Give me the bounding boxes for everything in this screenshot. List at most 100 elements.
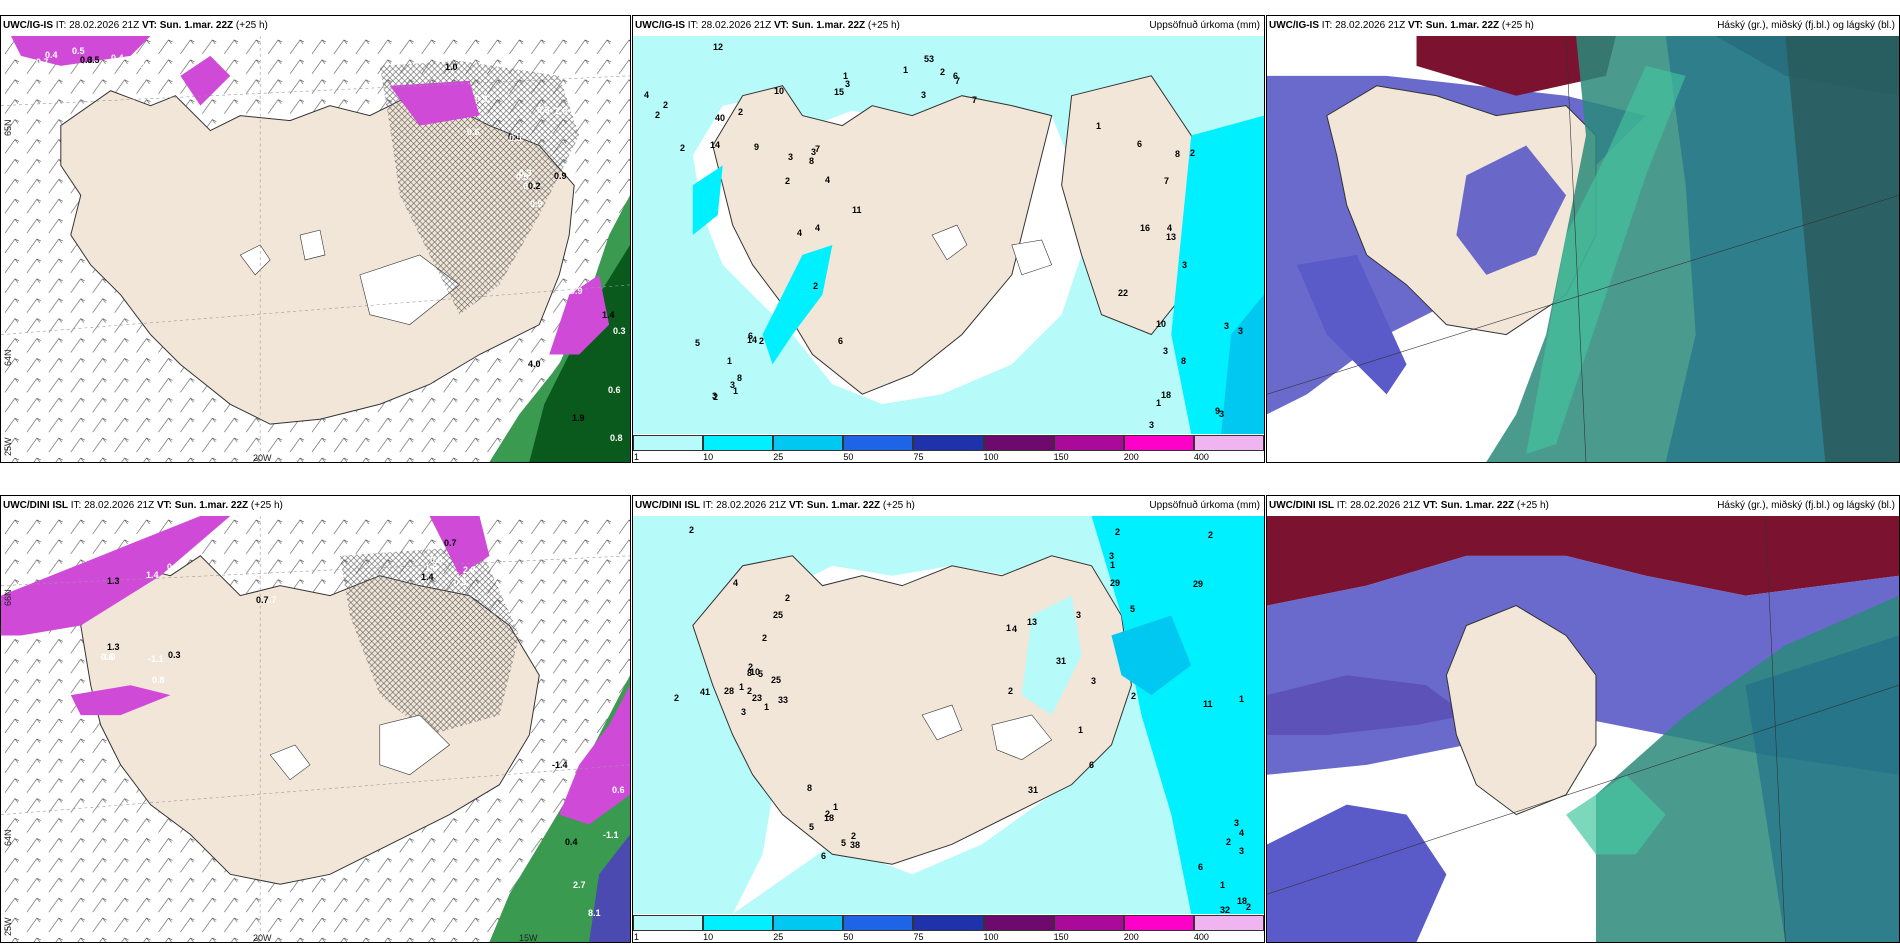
panel-header: UWC/DINI ISL IT: 28.02.2026 21Z VT: Sun.… bbox=[1, 496, 630, 516]
precip-value-label: 1 bbox=[903, 65, 909, 75]
precip-value-label: 4 bbox=[644, 90, 650, 100]
precip-value-label: 1 bbox=[1006, 623, 1012, 633]
precip-value-label: 25 bbox=[771, 675, 782, 685]
precip-value-label: 16 bbox=[1140, 223, 1151, 233]
precip-map: 4 6 3 4 6 10 3 3 5 6 5 5 2 1 1 3 2 1 1 1 1 1 1 2 2 4 2 2 2 2 2 2 2 3 5 8 2 13… bbox=[633, 516, 1264, 915]
colorbar-tick: 200 bbox=[1123, 932, 1139, 942]
panel-header: UWC/DINI ISL IT: 28.02.2026 21Z VT: Sun.… bbox=[1267, 496, 1899, 516]
lead-time: (+25 h) bbox=[1501, 20, 1534, 31]
snow-value-label: 0.3 bbox=[519, 168, 532, 178]
vt-value: Sun. 1.mar. 22Z bbox=[174, 500, 249, 511]
colorbar-swatch bbox=[773, 435, 844, 451]
wind-snow-map: 65N 64N 25W 20W 4.3 0.3 1.4 0.6 0.5 0.4 0.3 0.9… bbox=[1, 36, 630, 462]
colorbar-tick: 75 bbox=[913, 452, 924, 462]
colorbar-swatch bbox=[913, 435, 984, 451]
precip-value-label: 9 bbox=[1215, 406, 1221, 416]
snow-value-label: -1.4 bbox=[552, 760, 568, 770]
snow-value-label: 1.4 bbox=[602, 310, 615, 320]
colorbar-swatch bbox=[983, 915, 1054, 931]
precip-value-label: 1 bbox=[1096, 121, 1102, 131]
precip-value-label: 3 bbox=[1219, 409, 1225, 419]
precip-value-label: 10 bbox=[1156, 319, 1167, 329]
panel-header: UWC/IG-IS IT: 28.02.2026 21Z VT: Sun. 1.… bbox=[1267, 16, 1899, 36]
precip-value-label: 2 bbox=[825, 809, 831, 819]
precip-value-label: 5 bbox=[695, 338, 701, 348]
precip-value-label: 13 bbox=[1166, 232, 1177, 242]
precip-value-label: 4 bbox=[825, 175, 831, 185]
colorbar-tick: 1 bbox=[634, 452, 640, 462]
precip-value-label: 3 bbox=[921, 90, 927, 100]
panel-header: UWC/DINI ISL IT: 28.02.2026 21Z VT: Sun.… bbox=[633, 496, 1264, 516]
precip-value-label: 4 bbox=[1239, 828, 1245, 838]
precip-value-label: 3 bbox=[845, 79, 851, 89]
precip-value-label: 3 bbox=[1182, 260, 1188, 270]
it-value: 28.02.2026 21Z bbox=[701, 20, 772, 31]
it-label: IT: bbox=[687, 20, 699, 31]
precip-value-label: 18 bbox=[1237, 896, 1248, 906]
precip-value-label: 3 bbox=[1239, 846, 1245, 856]
lead-time: (+25 h) bbox=[235, 20, 268, 31]
precip-value-label: 4 bbox=[733, 578, 739, 588]
it-label: IT: bbox=[1321, 20, 1333, 31]
colorbar-tick: 25 bbox=[773, 452, 784, 462]
colorbar-tick: 1 bbox=[634, 932, 640, 942]
precip-value-label: 2 bbox=[785, 593, 791, 603]
snow-value-label: 4.3 bbox=[132, 60, 145, 70]
lon-label-left: 25W bbox=[3, 437, 13, 456]
precip-value-label: 2 bbox=[747, 686, 753, 696]
precip-value-label: 2 bbox=[1008, 686, 1014, 696]
precip-value-label: 2 bbox=[1131, 691, 1137, 701]
cloud-map bbox=[1267, 516, 1899, 942]
precip-value-label: 3 bbox=[741, 707, 747, 717]
precip-value-label: 9 bbox=[754, 142, 760, 152]
precip-value-label: 14 bbox=[710, 140, 721, 150]
lat-label-top: 66N bbox=[3, 589, 13, 606]
it-value: 28.02.2026 21Z bbox=[1335, 20, 1406, 31]
snow-value-label: 0.7 bbox=[36, 57, 49, 67]
colorbar-tick: 10 bbox=[703, 452, 714, 462]
precip-value-label: 3 bbox=[1224, 321, 1230, 331]
precip-value-label: 1 bbox=[739, 682, 745, 692]
precip-value-label: 14 bbox=[747, 335, 758, 345]
precip-title: Uppsöfnuð úrkoma (mm) bbox=[1149, 500, 1260, 511]
precip-value-label: 32 bbox=[1220, 905, 1231, 915]
precip-value-label: 1 bbox=[1110, 560, 1116, 570]
snow-value-label: 0.4 bbox=[45, 50, 58, 60]
lead-time: (+25 h) bbox=[250, 500, 283, 511]
precip-value-label: 3 bbox=[712, 391, 718, 401]
snow-value-label: 0.3 bbox=[168, 650, 181, 660]
panel-header: UWC/IG-IS IT: 28.02.2026 21Z VT: Sun. 1.… bbox=[1, 16, 630, 36]
precip-value-label: 23 bbox=[752, 693, 763, 703]
precip-value-label: 7 bbox=[815, 144, 821, 154]
colorbar-tick: 400 bbox=[1193, 932, 1209, 942]
snow-value-label: 0.3 bbox=[537, 105, 550, 115]
vt-label: VT: bbox=[1422, 500, 1438, 511]
snow-value-label: 0.6 bbox=[612, 785, 625, 795]
cloud-title: Háský (gr.), miðský (fj.bl.) og lágský (… bbox=[1717, 20, 1895, 31]
precip-value-label: 38 bbox=[850, 840, 861, 850]
precip-value-label: 2 bbox=[680, 143, 686, 153]
precip-value-label: 7 bbox=[972, 95, 978, 105]
precip-value-label: 4 bbox=[815, 223, 821, 233]
colorbar-tick: 50 bbox=[843, 452, 854, 462]
snow-value-label: 0.5 bbox=[87, 55, 100, 65]
snow-value-label: 0.7 bbox=[444, 538, 457, 548]
model-name: UWC/DINI ISL bbox=[3, 500, 68, 511]
it-value: 28.02.2026 21Z bbox=[69, 20, 140, 31]
precip-value-label: 40 bbox=[715, 113, 726, 123]
colorbar-swatch bbox=[1123, 915, 1194, 931]
map-graphic bbox=[1267, 516, 1899, 942]
precip-value-label: 3 bbox=[730, 380, 736, 390]
colorbar-swatch bbox=[703, 915, 774, 931]
panel-row1-cloud: UWC/IG-IS IT: 28.02.2026 21Z VT: Sun. 1.… bbox=[1266, 15, 1900, 463]
lead-time: (+25 h) bbox=[882, 500, 915, 511]
vt-label: VT: bbox=[773, 20, 789, 31]
precip-value-label: 6 bbox=[1137, 139, 1143, 149]
snow-value-label: 0.3 bbox=[613, 326, 626, 336]
colorbar-swatch bbox=[983, 435, 1054, 451]
colorbar-swatch bbox=[913, 915, 984, 931]
precip-value-label: 2 bbox=[674, 693, 680, 703]
panel-row2-cloud: UWC/DINI ISL IT: 28.02.2026 21Z VT: Sun.… bbox=[1266, 495, 1900, 943]
precip-value-label: 1 bbox=[727, 356, 733, 366]
precip-value-label: 2 bbox=[1226, 837, 1232, 847]
